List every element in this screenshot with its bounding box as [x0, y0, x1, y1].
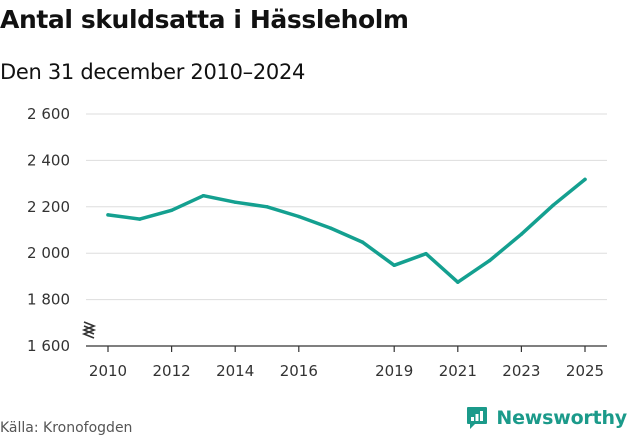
y-tick-label: 2 400: [27, 151, 70, 169]
data-point: [551, 203, 555, 207]
data-point: [424, 251, 428, 256]
source-note: Källa: Kronofogden: [0, 420, 133, 436]
data-point: [583, 177, 587, 182]
brand-name: Newsworthy: [496, 407, 627, 429]
x-tick-label: 2012: [153, 362, 191, 380]
grid-lines: [86, 113, 607, 347]
chart-title: Antal skuldsatta i Hässleholm: [0, 5, 409, 34]
chart-subtitle: Den 31 december 2010–2024: [0, 60, 306, 84]
data-point: [265, 205, 269, 209]
y-tick-label: 1 800: [27, 291, 70, 309]
x-tick-label: 2019: [375, 362, 413, 380]
x-axis-ticks: 2010 2012 2014 2016 2019 2021 2023 2025: [89, 346, 604, 380]
y-tick-label: 1 600: [27, 337, 70, 355]
data-point: [297, 214, 301, 219]
data-point: [392, 263, 396, 267]
data-point: [201, 193, 206, 198]
data-point: [106, 213, 110, 217]
y-tick-label: 2 000: [27, 244, 70, 262]
data-point: [487, 258, 492, 263]
y-tick-label: 2 200: [27, 198, 70, 216]
series-line: [106, 177, 587, 284]
x-tick-label: 2021: [439, 362, 477, 380]
data-point: [169, 208, 174, 212]
data-series: [106, 177, 587, 284]
y-tick-label: 2 600: [27, 105, 70, 123]
x-tick-label: 2016: [280, 362, 318, 380]
x-tick-label: 2025: [566, 362, 604, 380]
y-axis-ticks: 1 600 1 800 2 000 2 200 2 400 2 600: [27, 105, 70, 355]
data-point: [456, 280, 460, 284]
data-point: [328, 226, 333, 230]
newsworthy-logo-icon: [467, 407, 488, 429]
data-point: [138, 217, 142, 221]
data-point: [360, 240, 365, 244]
x-tick-label: 2014: [216, 362, 254, 380]
brand-logo: Newsworthy: [466, 406, 627, 430]
axis-break-marker: [81, 321, 97, 339]
x-tick-label: 2023: [502, 362, 540, 380]
data-point: [519, 232, 524, 236]
data-point: [233, 200, 237, 204]
x-tick-label: 2010: [89, 362, 127, 380]
